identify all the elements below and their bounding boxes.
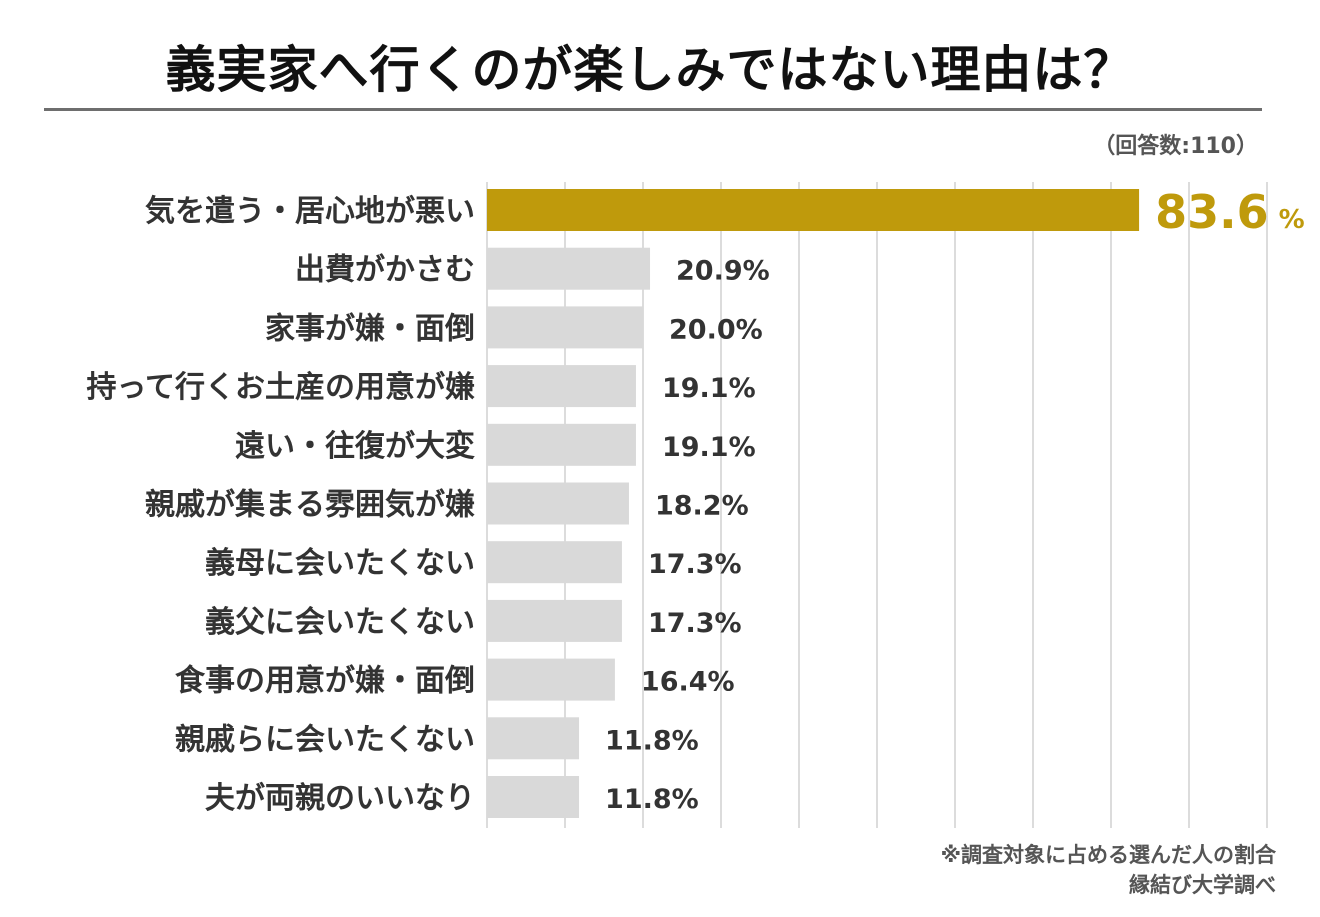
bar bbox=[487, 482, 629, 525]
value-label: 19.1% bbox=[662, 432, 756, 463]
bar bbox=[487, 247, 651, 290]
value-label: 20.0% bbox=[669, 314, 763, 345]
category-label: 親戚らに会いたくない bbox=[175, 722, 475, 757]
bar bbox=[487, 423, 636, 466]
value-label: 83.6 bbox=[1155, 185, 1269, 239]
bar bbox=[487, 365, 636, 408]
category-label: 義父に会いたくない bbox=[205, 605, 475, 640]
bar bbox=[487, 776, 580, 818]
category-label: 家事が嫌・面倒 bbox=[265, 311, 475, 346]
footnote-source: 縁結び大学調べ bbox=[1129, 873, 1276, 897]
chart-title: 義実家へ行くのが楽しみではない理由は？ bbox=[165, 41, 1135, 99]
value-label: 19.1% bbox=[662, 373, 756, 404]
bar bbox=[487, 658, 615, 701]
value-label: 11.8% bbox=[605, 784, 699, 815]
category-label: 持って行くお土産の用意が嫌 bbox=[87, 370, 476, 405]
value-label: 11.8% bbox=[605, 725, 699, 756]
category-label: 気を遣う・居心地が悪い bbox=[145, 194, 475, 229]
category-label: 義母に会いたくない bbox=[205, 546, 475, 581]
value-label: 20.9% bbox=[676, 256, 770, 287]
category-label: 遠い・往復が大変 bbox=[235, 429, 475, 464]
title-divider bbox=[44, 108, 1262, 111]
category-label: 食事の用意が嫌・面倒 bbox=[175, 664, 475, 699]
value-label: 17.3% bbox=[648, 549, 742, 580]
bar bbox=[487, 189, 1140, 231]
bar bbox=[487, 599, 622, 642]
bar bbox=[487, 541, 622, 584]
footnote-note: ※調査対象に占める選んだ人の割合 bbox=[940, 843, 1276, 867]
footnote: ※調査対象に占める選んだ人の割合 縁結び大学調べ bbox=[941, 840, 1276, 900]
bar bbox=[487, 306, 643, 349]
respondent-count: （回答数:110） bbox=[1093, 134, 1258, 159]
value-unit-label: % bbox=[1279, 205, 1305, 235]
bar bbox=[487, 717, 580, 760]
value-label: 18.2% bbox=[655, 491, 749, 522]
value-label: 16.4% bbox=[641, 667, 735, 698]
category-label: 出費がかさむ bbox=[295, 253, 475, 288]
category-label: 親戚が集まる雰囲気が嫌 bbox=[145, 488, 475, 523]
category-label: 夫が両親のいいなり bbox=[205, 781, 475, 816]
value-label: 17.3% bbox=[648, 608, 742, 639]
